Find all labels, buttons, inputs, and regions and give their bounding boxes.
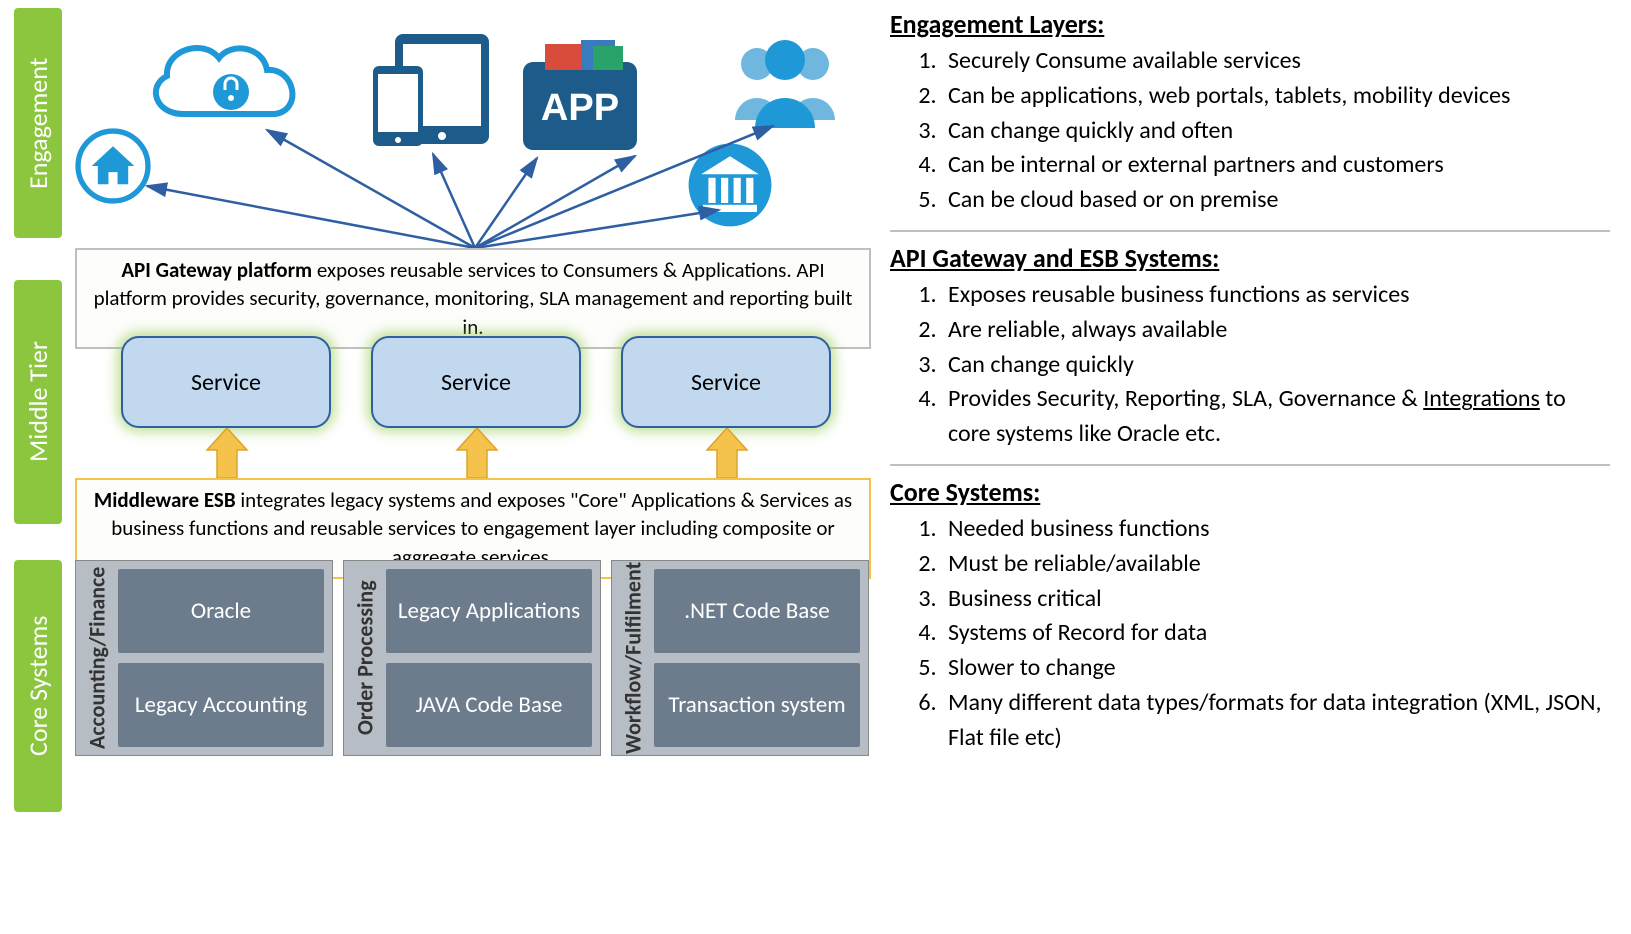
- list-item: Business critical: [942, 582, 1610, 617]
- list-item: Many different data types/formats for da…: [942, 686, 1610, 756]
- section-list: Securely Consume available servicesCan b…: [890, 44, 1610, 218]
- core-box: .NET Code Base: [654, 569, 860, 653]
- list-item: Securely Consume available services: [942, 44, 1610, 79]
- core-group-order-processing: Order ProcessingLegacy Applications JAVA …: [343, 560, 601, 756]
- list-item: Must be reliable/available: [942, 547, 1610, 582]
- list-item: Can be applications, web portals, tablet…: [942, 79, 1610, 114]
- up-arrow-2: [703, 428, 751, 478]
- tier-label-core-systems: Core Systems: [14, 560, 62, 812]
- list-item: Provides Security, Reporting, SLA, Gover…: [942, 382, 1610, 452]
- divider: [890, 230, 1610, 232]
- section-heading: Engagement Layers:: [890, 8, 1610, 40]
- list-item: Can change quickly: [942, 348, 1610, 383]
- core-box: JAVA Code Base: [386, 663, 592, 747]
- service-box-0: Service: [121, 336, 331, 428]
- list-item: Can be cloud based or on premise: [942, 183, 1610, 218]
- core-box: Transaction system: [654, 663, 860, 747]
- tier-label-middle-tier: Middle Tier: [14, 280, 62, 524]
- core-group-label: Accounting/Finance: [80, 561, 114, 755]
- list-item: Systems of Record for data: [942, 616, 1610, 651]
- service-box-2: Service: [621, 336, 831, 428]
- list-item: Can be internal or external partners and…: [942, 148, 1610, 183]
- core-group-label: Workflow/Fulfilment: [616, 561, 650, 755]
- list-item: Are reliable, always available: [942, 313, 1610, 348]
- core-group-workflow-fulfilment: Workflow/Fulfilment.NET Code Base Transac…: [611, 560, 869, 756]
- section-heading: Core Systems:: [890, 476, 1610, 508]
- section-list: Needed business functionsMust be reliabl…: [890, 512, 1610, 756]
- text-column: Engagement Layers: Securely Consume avail…: [890, 8, 1610, 756]
- api-gateway-callout: API Gateway platform exposes reusable se…: [75, 248, 871, 349]
- core-box: Oracle: [118, 569, 324, 653]
- section-heading: API Gateway and ESB Systems:: [890, 242, 1610, 274]
- core-box: Legacy Applications: [386, 569, 592, 653]
- service-box-1: Service: [371, 336, 581, 428]
- list-item: Needed business functions: [942, 512, 1610, 547]
- core-box: Legacy Accounting: [118, 663, 324, 747]
- architecture-diagram: APP API Gateway platform exposes reusabl…: [75, 0, 875, 934]
- fanout-arrows: [75, 0, 875, 260]
- divider: [890, 464, 1610, 466]
- up-arrow-0: [203, 428, 251, 478]
- list-item: Can change quickly and often: [942, 114, 1610, 149]
- list-item: Slower to change: [942, 651, 1610, 686]
- list-item: Exposes reusable business functions as s…: [942, 278, 1610, 313]
- section-list: Exposes reusable business functions as s…: [890, 278, 1610, 452]
- up-arrow-1: [453, 428, 501, 478]
- tier-label-engagement: Engagement: [14, 8, 62, 238]
- core-group-accounting-finance: Accounting/FinanceOracle Legacy Accountin…: [75, 560, 333, 756]
- core-group-label: Order Processing: [348, 561, 382, 755]
